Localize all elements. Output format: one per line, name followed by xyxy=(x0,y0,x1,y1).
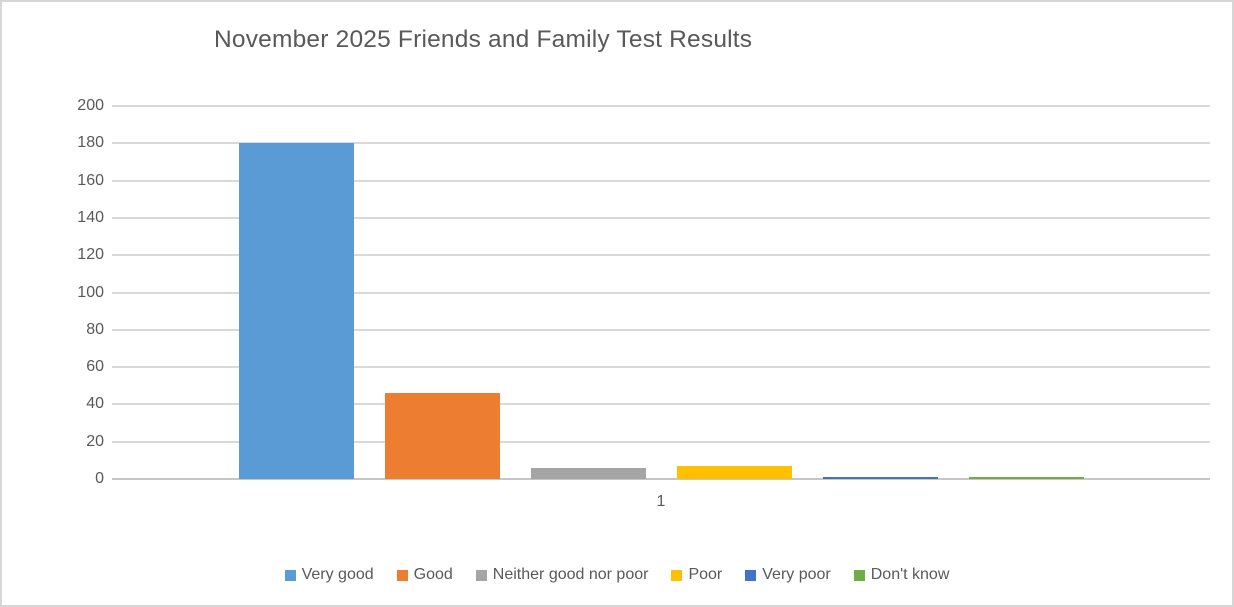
gridline xyxy=(112,291,1210,294)
gridline xyxy=(112,216,1210,219)
legend-label: Good xyxy=(413,566,453,583)
gridline xyxy=(112,328,1210,331)
legend-item-very-good: Very good xyxy=(284,566,374,584)
x-axis-category-label: 1 xyxy=(656,493,666,510)
legend-item-good: Good xyxy=(396,566,453,584)
gridline xyxy=(112,403,1210,406)
y-axis-tick-label: 20 xyxy=(86,432,104,450)
y-axis-tick-label: 120 xyxy=(77,246,104,264)
legend-swatch-icon xyxy=(745,569,757,581)
legend: Very good Good Neither good nor poor Poor Ve… xyxy=(2,566,1232,584)
gridline xyxy=(112,254,1210,257)
bar-neither-good-nor-poor xyxy=(530,467,646,479)
legend-item-neither-good-nor-poor: Neither good nor poor xyxy=(475,566,649,584)
legend-swatch-icon xyxy=(853,569,865,581)
bar-very-good xyxy=(238,143,354,479)
bar-poor xyxy=(676,465,792,479)
y-axis-tick-label: 140 xyxy=(77,208,104,226)
y-axis-tick-label: 180 xyxy=(77,134,104,152)
plot-area xyxy=(112,105,1210,480)
gridline xyxy=(112,366,1210,369)
legend-item-very-poor: Very poor xyxy=(745,566,831,584)
bar-very-poor xyxy=(822,477,938,479)
y-axis-tick-label: 60 xyxy=(86,358,104,376)
y-axis-tick-label: 40 xyxy=(86,395,104,413)
legend-label: Very good xyxy=(301,566,374,583)
bar-don-t-know xyxy=(968,477,1084,479)
x-axis-line xyxy=(112,478,1210,480)
y-axis-tick-label: 200 xyxy=(77,97,104,114)
legend-label: Neither good nor poor xyxy=(492,566,649,583)
legend-label: Poor xyxy=(688,566,723,583)
y-axis-tick-label: 0 xyxy=(95,470,104,487)
chart-title: November 2025 Friends and Family Test Re… xyxy=(214,26,753,53)
gridline xyxy=(112,440,1210,443)
y-axis-tick-label: 160 xyxy=(77,171,104,189)
gridline xyxy=(112,142,1210,145)
legend-item-don-t-know: Don't know xyxy=(853,566,950,584)
legend-swatch-icon xyxy=(671,569,683,581)
legend-swatch-icon xyxy=(475,569,487,581)
legend-swatch-icon xyxy=(284,569,296,581)
y-axis-tick-label: 80 xyxy=(86,320,104,338)
legend-label: Don't know xyxy=(870,566,950,583)
legend-swatch-icon xyxy=(396,569,408,581)
y-axis-tick-label: 100 xyxy=(77,283,104,301)
bar-good xyxy=(384,393,500,479)
gridline xyxy=(112,105,1210,107)
gridline xyxy=(112,179,1210,182)
legend-label: Very poor xyxy=(762,566,831,583)
legend-item-poor: Poor xyxy=(671,566,722,584)
